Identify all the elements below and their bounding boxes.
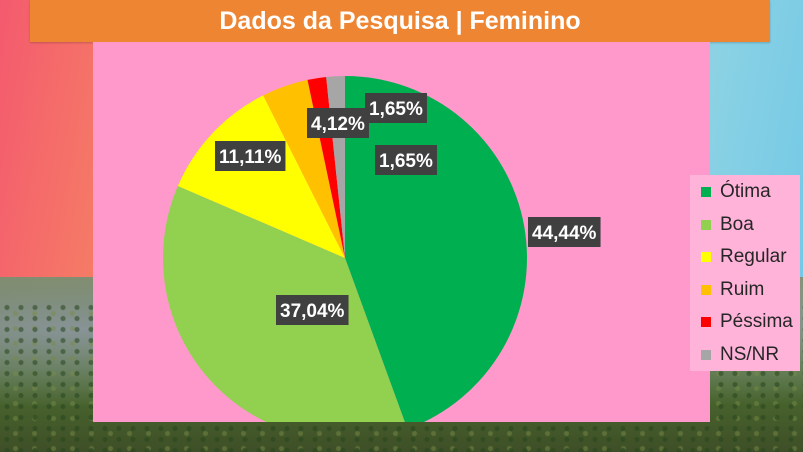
legend-label: Regular [720,246,787,268]
svg-text:4,12%: 4,12% [311,114,365,135]
data-label-p-ssima: 1,65% [375,145,437,175]
title-banner: Dados da Pesquisa | Feminino [30,0,770,42]
svg-text:1,65%: 1,65% [379,151,433,172]
data-label-boa: 37,04% [276,295,349,325]
data-label--tima: 44,44% [528,217,601,247]
pie-chart: 44,44%37,04%11,11%4,12%1,65%1,65% [163,76,601,422]
data-label-ns-nr: 1,65% [365,93,427,123]
legend-label: NS/NR [720,344,780,365]
svg-text:44,44%: 44,44% [532,223,597,244]
legend-label: Ótima [720,181,771,202]
legend-item-ns-nr: NS/NR [690,342,779,368]
pie-slice-ruim [263,79,345,259]
svg-text:11,11%: 11,11% [219,147,281,168]
legend-swatch [701,317,711,328]
pie-slice-regular [177,95,345,258]
legend: Ótima Boa Regular Ruim Péssima NS/NR [690,175,800,371]
legend-swatch [701,219,711,230]
data-label-regular: 11,11% [215,141,286,171]
svg-text:1,65%: 1,65% [369,99,423,120]
legend-label: Péssima [720,311,793,333]
legend-swatch [701,284,711,295]
legend-item-boa: Boa [690,212,754,238]
legend-item--tima: Ótima [690,179,771,205]
legend-swatch [701,350,711,360]
data-label-ruim: 4,12% [307,108,369,138]
legend-item-regular: Regular [690,244,787,270]
chart-title: Dados da Pesquisa | Feminino [219,6,581,35]
legend-swatch [701,252,711,263]
chart-area: 44,44% 37,04% 11,11% 4,12% 1,65% 1,65% Ótima B… [93,42,800,422]
legend-label: Boa [720,213,754,235]
legend-item-p-ssima: Péssima [690,309,793,335]
svg-text:37,04%: 37,04% [280,301,345,322]
legend-swatch [701,187,711,197]
legend-item-ruim: Ruim [690,277,764,303]
legend-label: Ruim [720,278,765,300]
